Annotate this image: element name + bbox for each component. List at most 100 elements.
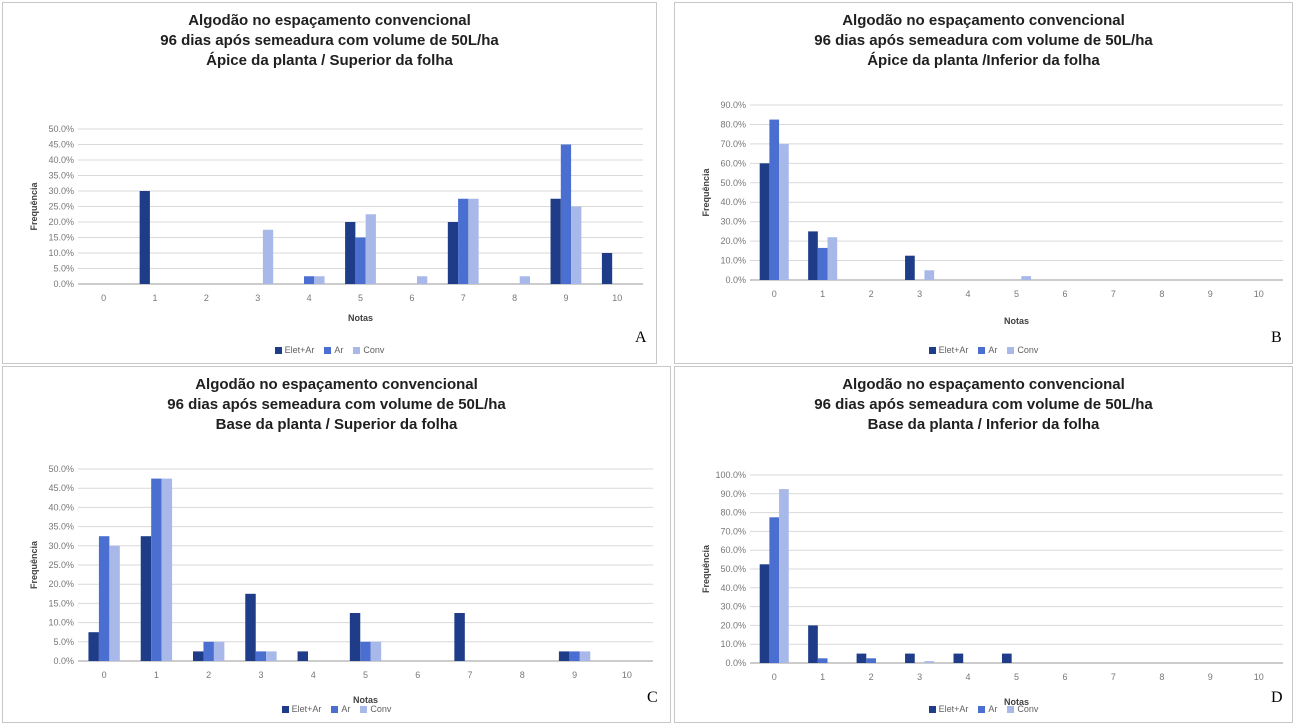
x-tick-label: 1: [820, 289, 825, 299]
y-tick-label: 10.0%: [48, 618, 74, 628]
panel-label: D: [1271, 689, 1283, 706]
legend-label: Elet+Ar: [291, 704, 322, 714]
bar: [161, 478, 173, 661]
x-tick-label: 9: [1208, 672, 1213, 682]
x-tick-label: 6: [415, 670, 420, 680]
bar: [304, 276, 315, 284]
bar: [193, 651, 204, 661]
chart-legend: Elet+Ar Ar Conv: [675, 704, 1292, 714]
y-tick-label: 40.0%: [48, 155, 74, 165]
bar: [769, 119, 780, 280]
x-tick-label: 8: [1159, 289, 1164, 299]
bar: [519, 276, 530, 284]
title-line-1: Algodão no espaçamento convencional: [188, 12, 471, 29]
y-tick-label: 50.0%: [48, 464, 74, 474]
chart-title: Algodão no espaçamento convencional 96 d…: [675, 375, 1292, 435]
legend-swatch: [331, 706, 339, 714]
x-tick-label: 2: [204, 293, 209, 303]
bar: [560, 144, 572, 284]
y-axis-title: Frequência: [29, 540, 39, 589]
y-tick-label: 60.0%: [720, 158, 746, 168]
y-tick-label: 15.0%: [48, 598, 74, 608]
bar: [817, 247, 828, 280]
chart-panel-b: Algodão no espaçamento convencional 96 d…: [674, 2, 1293, 364]
legend-label: Conv: [370, 704, 392, 714]
x-tick-label: 1: [153, 293, 158, 303]
bar: [349, 613, 361, 661]
bar: [579, 651, 591, 661]
legend-swatch: [1007, 706, 1015, 714]
y-tick-label: 0.0%: [725, 658, 746, 668]
y-axis-title: Frequência: [701, 167, 711, 216]
x-tick-label: 7: [1111, 672, 1116, 682]
bar: [213, 641, 225, 661]
legend-label: Ar: [988, 704, 998, 714]
y-tick-label: 45.0%: [48, 483, 74, 493]
x-tick-label: 9: [572, 670, 577, 680]
y-tick-label: 20.0%: [48, 217, 74, 227]
legend-item: Elet+Ar: [928, 704, 968, 714]
bar: [345, 222, 356, 284]
bar: [550, 198, 561, 284]
bar: [297, 651, 308, 661]
x-tick-label: 9: [563, 293, 568, 303]
bar: [924, 270, 935, 280]
x-tick-label: 10: [1254, 289, 1264, 299]
bar: [98, 536, 110, 661]
bar: [569, 651, 580, 661]
legend-label: Conv: [1017, 345, 1039, 355]
x-tick-label: 10: [622, 670, 632, 680]
y-tick-label: 5.0%: [53, 637, 74, 647]
chart-legend: Elet+Ar Ar Conv: [3, 345, 656, 355]
x-tick-label: 8: [1159, 672, 1164, 682]
x-tick-label: 5: [1014, 289, 1019, 299]
legend-item: Conv: [360, 704, 391, 714]
legend-item: Ar: [978, 345, 997, 355]
x-tick-label: 6: [1062, 289, 1067, 299]
title-line-1: Algodão no espaçamento convencional: [842, 12, 1125, 29]
y-tick-label: 70.0%: [720, 139, 746, 149]
y-tick-label: 100.0%: [715, 470, 746, 480]
panel-label: A: [635, 329, 647, 346]
y-tick-label: 0.0%: [53, 279, 74, 289]
legend-item: Elet+Ar: [281, 704, 322, 714]
legend-swatch: [353, 347, 361, 355]
x-tick-label: 7: [461, 293, 466, 303]
x-tick-label: 6: [409, 293, 414, 303]
panel-label: B: [1271, 329, 1282, 346]
legend-label: Elet+Ar: [284, 345, 315, 355]
bar: [139, 191, 150, 284]
y-tick-label: 30.0%: [48, 186, 74, 196]
x-tick-label: 2: [869, 289, 874, 299]
x-tick-label: 0: [101, 293, 106, 303]
legend-swatch: [1007, 347, 1015, 355]
title-line-3: Ápice da planta / Superior da folha: [206, 52, 453, 69]
bar: [905, 255, 915, 280]
panel-label: C: [647, 689, 658, 706]
x-tick-label: 8: [520, 670, 525, 680]
chart-legend: Elet+Ar Ar Conv: [3, 704, 670, 714]
chart-title: Algodão no espaçamento convencional 96 d…: [675, 11, 1292, 71]
x-tick-label: 3: [255, 293, 260, 303]
x-axis-title: Notas: [1004, 316, 1029, 326]
bar: [905, 653, 915, 663]
y-tick-label: 35.0%: [48, 171, 74, 181]
y-tick-label: 25.0%: [48, 560, 74, 570]
x-tick-label: 6: [1062, 672, 1067, 682]
legend-label: Ar: [334, 345, 344, 355]
title-line-1: Algodão no espaçamento convencional: [195, 376, 478, 393]
bar: [759, 564, 770, 663]
y-tick-label: 50.0%: [720, 564, 746, 574]
title-line-2: 96 dias após semeadura com volume de 50L…: [160, 32, 499, 49]
legend-item: Ar: [978, 704, 997, 714]
legend-label: Ar: [341, 704, 351, 714]
y-tick-label: 25.0%: [48, 202, 74, 212]
legend-label: Conv: [1017, 704, 1039, 714]
y-tick-label: 20.0%: [720, 236, 746, 246]
bar: [245, 593, 256, 661]
bar: [827, 237, 838, 280]
bar: [458, 198, 469, 284]
y-tick-label: 10.0%: [48, 248, 74, 258]
legend-item: Conv: [1007, 704, 1038, 714]
bar: [468, 198, 479, 284]
